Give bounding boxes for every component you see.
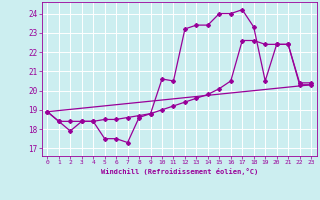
X-axis label: Windchill (Refroidissement éolien,°C): Windchill (Refroidissement éolien,°C) xyxy=(100,168,258,175)
